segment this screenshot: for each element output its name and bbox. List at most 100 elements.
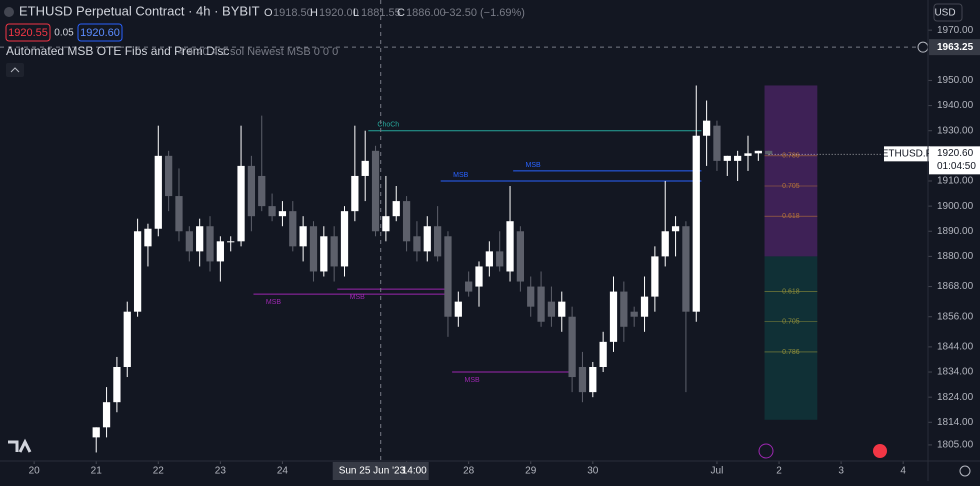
y-tick-label: 1930.00 (937, 125, 974, 136)
buy-button[interactable] (77, 23, 123, 42)
candle-body (754, 150, 762, 154)
candle-body (402, 201, 411, 242)
candle-body (568, 316, 576, 378)
y-tick-label: 1834.00 (937, 367, 974, 378)
x-tick-label: 28 (463, 466, 475, 477)
ask-price[interactable]: 1920.60 (80, 27, 120, 39)
symbol-title[interactable]: ETHUSD Perpetual Contract · 4h · BYBIT (19, 3, 260, 18)
candle-body (692, 135, 700, 312)
candle-body (133, 231, 142, 312)
structure-label: MSB (465, 377, 481, 384)
candle-body (371, 150, 380, 232)
x-tick-label: Jul (711, 466, 724, 477)
candle-body (227, 241, 235, 243)
candle-body (330, 236, 338, 267)
candle-body (268, 206, 276, 217)
candle-body (299, 226, 307, 247)
x-tick-label: 4 (900, 466, 906, 477)
fib-label: 0.618 (782, 288, 800, 295)
candle-body (113, 366, 121, 403)
y-tick-label: 1856.00 (937, 311, 974, 322)
x-tick-label: 30 (587, 466, 599, 477)
candle-body (165, 155, 173, 197)
structure-label: ChoCh (377, 122, 399, 129)
structure-label: MSB (526, 162, 542, 169)
event-icon[interactable] (873, 444, 887, 458)
ohlc-value: 1886.00 (406, 7, 446, 19)
candle-body (723, 155, 731, 161)
y-tick-label: 1950.00 (937, 75, 974, 86)
candle-body (558, 301, 566, 317)
candle-body (506, 221, 514, 272)
candle-body (123, 311, 131, 367)
indicator-name[interactable]: Automated MSB OTE Fibs and Prem Disc (6, 44, 229, 58)
candle-body (185, 231, 193, 252)
candle-body (630, 311, 638, 317)
ohlc-label: L (353, 7, 359, 19)
ote-zone (764, 85, 818, 257)
candle-body (351, 175, 359, 212)
candle-body (289, 211, 297, 247)
candle-body (578, 366, 587, 393)
candle-body (734, 155, 742, 161)
candle-body (433, 226, 442, 257)
y-tick-label: 1814.00 (937, 417, 974, 428)
candle-body (496, 251, 504, 267)
candle-body (382, 216, 390, 232)
structure-label: MSB (350, 294, 366, 301)
candle-body (196, 226, 204, 252)
candle-body (175, 196, 183, 232)
structure-label: MSB (453, 172, 469, 179)
candle-body (92, 427, 100, 438)
candle-body (454, 301, 462, 317)
sell-button[interactable] (5, 23, 51, 42)
collapse-icon (10, 67, 20, 73)
collapse-button[interactable] (6, 63, 24, 77)
candle-body (661, 231, 669, 257)
currency[interactable]: USD (934, 8, 955, 19)
candle-body (278, 211, 287, 217)
crosshair-date-box (332, 462, 429, 480)
candle-body (309, 226, 318, 272)
currency-button[interactable] (933, 3, 963, 22)
ote-zone (764, 256, 818, 420)
candle-body (258, 175, 266, 207)
ohlc-label: O (264, 7, 273, 19)
x-tick-label: 20 (29, 466, 41, 477)
crosshair-price-box (929, 39, 980, 56)
settings-icon[interactable] (959, 465, 971, 477)
candle-body (206, 226, 214, 262)
y-tick-label: 1970.00 (937, 25, 974, 36)
y-tick-label: 1880.00 (937, 251, 974, 262)
candle-body (320, 236, 328, 272)
fib-label: 0.705 (782, 319, 800, 326)
x-tick-label: 29 (525, 466, 537, 477)
symbol-tag-box (884, 146, 930, 162)
bid-price[interactable]: 1920.55 (8, 27, 48, 39)
ohlc-label: H (310, 7, 318, 19)
candle-body (609, 291, 618, 342)
event-icon[interactable] (758, 443, 774, 459)
candle-body (475, 266, 483, 287)
x-tick-label: 23 (215, 466, 227, 477)
y-tick-label: 1824.00 (937, 392, 974, 403)
candle-body (640, 296, 649, 317)
add-alert-button[interactable] (917, 41, 929, 53)
candle-body (154, 155, 162, 229)
x-tick-label: 2 (776, 466, 782, 477)
candle-body (444, 236, 452, 317)
candle-body (744, 153, 752, 156)
candle-body (247, 165, 256, 217)
candle-body (465, 281, 473, 292)
ohlc-value: 1881.55 (361, 7, 401, 19)
candle-body (682, 226, 690, 312)
candle-body (361, 160, 369, 176)
candle-body (702, 120, 711, 136)
candle-body (392, 201, 400, 217)
ohlc-change: −32.50 (−1.69%) (443, 7, 525, 19)
y-tick-label: 1868.00 (937, 281, 974, 292)
candle-body (216, 241, 224, 262)
fib-label: 0.618 (782, 213, 800, 220)
symbol-icon[interactable] (4, 7, 14, 17)
